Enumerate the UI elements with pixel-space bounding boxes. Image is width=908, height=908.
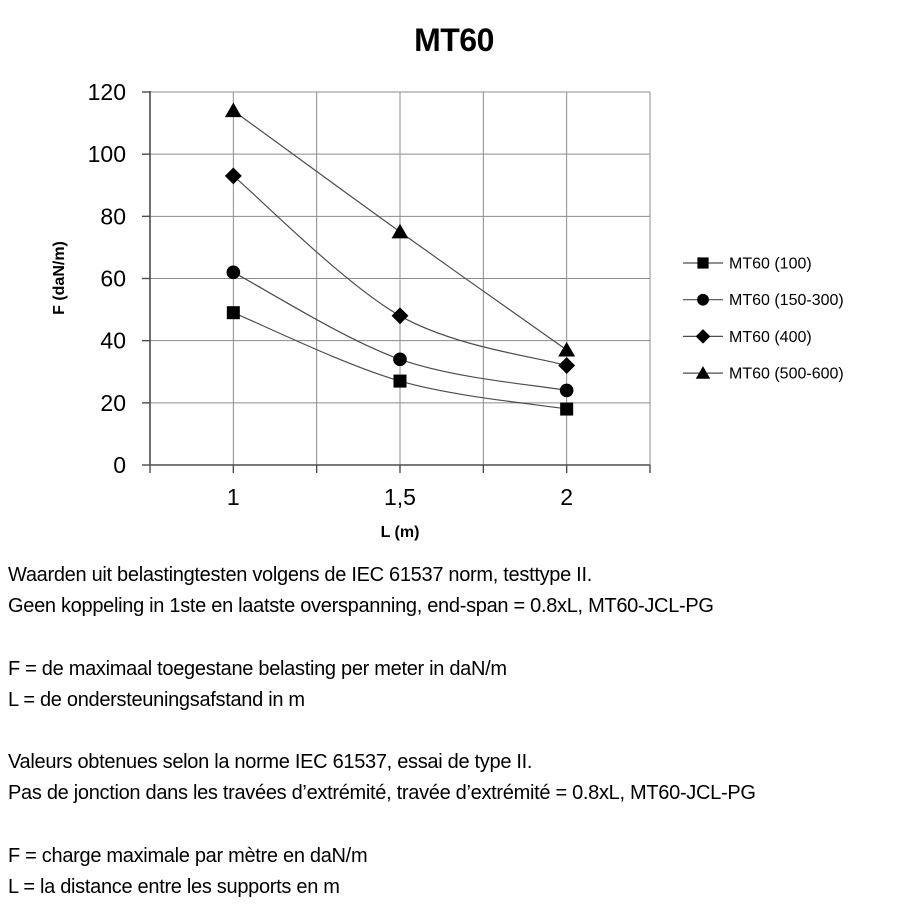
triangle-marker [391,223,409,239]
legend-label: MT60 (150-300) [729,292,844,309]
x-tick-label: 1,5 [384,484,416,510]
triangle-marker [695,366,711,379]
x-tick-label: 2 [560,484,573,510]
note-line: Pas de jonction dans les travées d’extré… [8,782,756,805]
circle-marker [226,265,241,280]
legend-item: MT60 (500-600) [683,366,844,383]
square-marker [560,402,574,416]
legend-item: MT60 (150-300) [683,292,844,309]
note-line: L = de ondersteuningsafstand in m [8,688,305,711]
legend-label: MT60 (400) [729,329,812,346]
y-tick-label: 100 [88,141,126,167]
series-3 [224,102,576,357]
legend-label: MT60 (500-600) [729,366,844,383]
legend: MT60 (100) MT60 (150-300) MT60 (400) MT60 (… [683,256,844,383]
triangle-marker [558,341,576,357]
y-tick-label: 120 [88,79,126,105]
chart-canvas: 0 20 40 60 80 100 120 1 1,5 2 L (m) F (daN/m) MT60 (… [51,79,844,541]
square-marker [226,306,240,320]
legend-item: MT60 (400) [683,329,812,346]
note-line: Geen koppeling in 1ste en laatste oversp… [8,595,714,618]
note-line-blank [8,716,908,747]
note-line: F = de maximaal toegestane belasting per… [8,657,507,680]
y-tick-label: 80 [100,203,126,229]
circle-marker [559,383,574,398]
chart-title: MT60 [414,22,494,58]
notes-block: Waarden uit belastingtesten volgens de I… [8,560,908,903]
diamond-marker [695,329,711,344]
note-line: Valeurs obtenues selon la norme IEC 6153… [8,751,533,774]
diamond-marker [224,167,242,185]
note-line-blank [8,622,908,653]
series-0 [226,306,574,416]
note-line: L = la distance entre les supports en m [8,875,340,898]
legend-item: MT60 (100) [683,256,812,273]
series-2 [224,167,576,374]
triangle-marker [224,102,242,118]
y-tick-label: 0 [113,452,126,478]
y-tick-label: 60 [100,266,126,292]
note-line: F = charge maximale par mètre en daN/m [8,844,368,867]
note-line-blank [8,810,908,841]
note-line: Waarden uit belastingtesten volgens de I… [8,564,592,586]
square-marker [697,257,709,269]
square-marker [393,374,407,388]
circle-marker [697,293,709,306]
x-axis-label: L (m) [381,524,420,541]
diamond-marker [391,307,409,325]
circle-marker [393,352,407,367]
y-tick-label: 20 [100,390,126,416]
series-1 [226,265,574,398]
x-tick-label: 1 [227,484,240,510]
y-axis-label: F (daN/m) [51,241,68,315]
diamond-marker [558,357,576,374]
chart: MT60 0 20 40 60 80 100 120 1 1,5 2 L (m) F (daN/m) M… [51,22,844,541]
legend-label: MT60 (100) [729,256,812,273]
y-tick-label: 40 [100,328,126,354]
